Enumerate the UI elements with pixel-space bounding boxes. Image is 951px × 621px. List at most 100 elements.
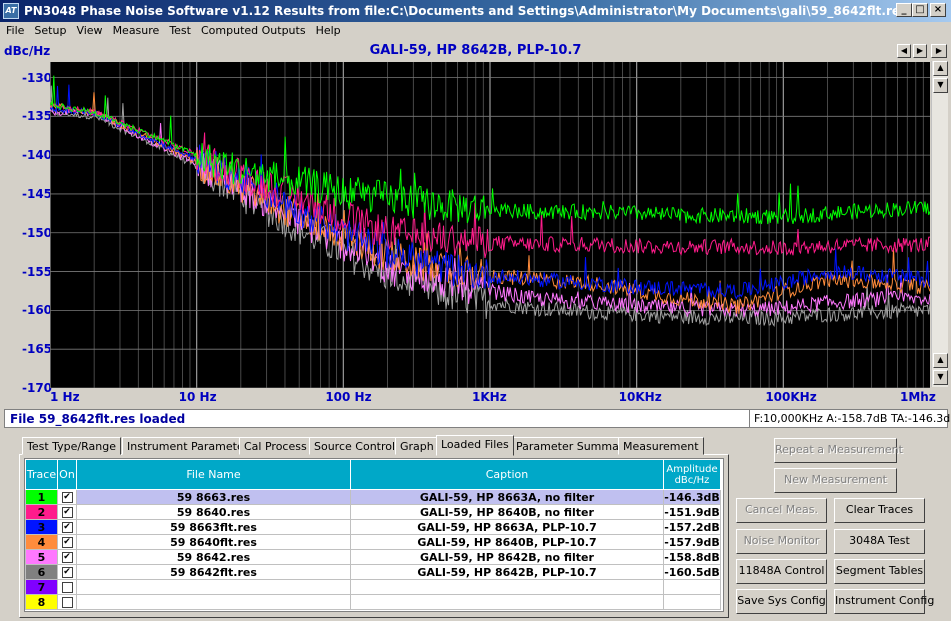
tab-loaded-files[interactable]: Loaded Files bbox=[436, 435, 514, 456]
table-row[interactable]: 2 ✔ 59 8640.res GALI-59, HP 8640B, no filte… bbox=[25, 504, 721, 520]
trace-on-checkbox[interactable]: ✔ bbox=[61, 507, 73, 518]
menu-measure[interactable]: Measure bbox=[112, 24, 160, 37]
col-header-file-name: File Name bbox=[76, 459, 351, 490]
menu-bar: File Setup View Measure Test Computed Outputs… bbox=[0, 22, 951, 41]
file-name-cell: 59 8642.res bbox=[76, 549, 351, 565]
table-row[interactable]: 6 ✔ 59 8642flt.res GALI-59, HP 8642B, PLP-1… bbox=[25, 564, 721, 580]
trace-on-checkbox[interactable] bbox=[61, 582, 73, 593]
table-header-row: Trace On File Name Caption Amplitude dBc… bbox=[25, 459, 721, 490]
trace-on-checkbox[interactable]: ✔ bbox=[61, 522, 73, 533]
phase-noise-plot[interactable] bbox=[49, 62, 931, 389]
col-header-on: On bbox=[57, 459, 77, 490]
tab-cal-process[interactable]: Cal Process bbox=[239, 437, 312, 455]
cancel-measurement-button[interactable]: Cancel Meas. bbox=[736, 498, 827, 523]
trace-on-checkbox[interactable]: ✔ bbox=[61, 537, 73, 548]
y-tick-label: -140 bbox=[22, 148, 53, 163]
tab-source-control[interactable]: Source Control bbox=[309, 437, 401, 455]
file-name-cell: 59 8640flt.res bbox=[76, 534, 351, 550]
y-tick-label: -135 bbox=[22, 109, 53, 124]
minimize-button[interactable]: _ bbox=[896, 3, 912, 17]
amplitude-cell bbox=[663, 579, 721, 595]
scroll-left-icon[interactable]: ◀ bbox=[897, 44, 911, 58]
trace-on-cell: ✔ bbox=[57, 489, 77, 505]
phase-noise-chart bbox=[49, 62, 931, 389]
table-row[interactable]: 3 ✔ 59 8663flt.res GALI-59, HP 8663A, PLP-1… bbox=[25, 519, 721, 535]
tab-test-type-range[interactable]: Test Type/Range bbox=[22, 437, 121, 455]
trace-on-cell: ✔ bbox=[57, 504, 77, 520]
table-row[interactable]: 1 ✔ 59 8663.res GALI-59, HP 8663A, no filte… bbox=[25, 489, 721, 505]
trace-number-cell: 5 bbox=[25, 549, 58, 565]
scroll-up-bottom-icon[interactable]: ▲ bbox=[933, 353, 948, 368]
menu-setup[interactable]: Setup bbox=[34, 24, 67, 37]
trace-on-cell bbox=[57, 594, 77, 610]
col-header-trace: Trace bbox=[25, 459, 58, 490]
scroll-down-top-icon[interactable]: ▼ bbox=[933, 78, 948, 93]
caption-cell: GALI-59, HP 8663A, no filter bbox=[350, 489, 664, 505]
save-sys-config-button[interactable]: Save Sys Config bbox=[736, 589, 827, 614]
amplitude-cell: -146.3dB bbox=[663, 489, 721, 505]
scroll-up-top-icon[interactable]: ▲ bbox=[933, 61, 948, 76]
plot-vertical-scrollbar[interactable]: ▲ ▼ ▲ ▼ bbox=[931, 61, 948, 387]
11848a-control-button[interactable]: 11848A Control bbox=[736, 559, 827, 584]
loaded-files-table: Trace On File Name Caption Amplitude dBc… bbox=[25, 459, 721, 610]
trace-on-cell bbox=[57, 579, 77, 595]
trace-on-checkbox[interactable]: ✔ bbox=[61, 567, 73, 578]
x-tick-label: 10KHz bbox=[618, 390, 662, 404]
x-tick-label: 100KHz bbox=[765, 390, 817, 404]
caption-cell bbox=[350, 594, 664, 610]
trace-on-cell: ✔ bbox=[57, 519, 77, 535]
menu-file[interactable]: File bbox=[6, 24, 25, 37]
repeat-measurement-button[interactable]: Repeat a Measurement bbox=[774, 438, 903, 463]
caption-cell: GALI-59, HP 8663A, PLP-10.7 bbox=[350, 519, 664, 535]
trace-on-cell: ✔ bbox=[57, 534, 77, 550]
caption-cell bbox=[350, 579, 664, 595]
y-tick-label: -160 bbox=[22, 303, 53, 318]
tab-measurement[interactable]: Measurement bbox=[618, 437, 704, 455]
caption-cell: GALI-59, HP 8642B, no filter bbox=[350, 549, 664, 565]
clear-traces-button[interactable]: Clear Traces bbox=[834, 498, 925, 523]
loaded-files-grid: Trace On File Name Caption Amplitude dBc… bbox=[24, 458, 724, 612]
tab-instrument-parameters[interactable]: Instrument Parameters bbox=[122, 437, 259, 455]
file-name-cell bbox=[76, 594, 351, 610]
trace-on-checkbox[interactable]: ✔ bbox=[61, 552, 73, 563]
y-axis-unit-label: dBc/Hz bbox=[4, 44, 51, 58]
caption-cell: GALI-59, HP 8642B, PLP-10.7 bbox=[350, 564, 664, 580]
y-tick-label: -150 bbox=[22, 225, 53, 240]
segment-tables-button[interactable]: Segment Tables bbox=[834, 559, 925, 584]
y-tick-label: -145 bbox=[22, 186, 53, 201]
amplitude-cell: -157.9dB bbox=[663, 534, 721, 550]
menu-help[interactable]: Help bbox=[315, 24, 341, 37]
x-tick-label: 100 Hz bbox=[325, 390, 372, 404]
menu-computed-outputs[interactable]: Computed Outputs bbox=[200, 24, 306, 37]
scroll-right-icon[interactable]: ▶ bbox=[913, 44, 927, 58]
maximize-button[interactable]: □ bbox=[912, 3, 928, 17]
table-row[interactable]: 4 ✔ 59 8640flt.res GALI-59, HP 8640B, PLP-1… bbox=[25, 534, 721, 550]
menu-view[interactable]: View bbox=[76, 24, 103, 37]
trace-on-cell: ✔ bbox=[57, 564, 77, 580]
app-icon: AT bbox=[3, 3, 19, 19]
instrument-config-button[interactable]: Instrument Config bbox=[834, 589, 934, 614]
scroll-down-bottom-icon[interactable]: ▼ bbox=[933, 370, 948, 385]
table-row[interactable]: 5 ✔ 59 8642.res GALI-59, HP 8642B, no filte… bbox=[25, 549, 721, 565]
menu-test[interactable]: Test bbox=[169, 24, 191, 37]
trace-number-cell: 7 bbox=[25, 579, 58, 595]
close-button[interactable]: × bbox=[930, 3, 946, 17]
plot-title: GALI-59, HP 8642B, PLP-10.7 bbox=[369, 43, 582, 58]
trace-number-cell: 3 bbox=[25, 519, 58, 535]
tab-parameter-summary[interactable]: Parameter Summary bbox=[511, 437, 635, 455]
3048a-test-button[interactable]: 3048A Test bbox=[834, 529, 925, 554]
table-row[interactable]: 8 bbox=[25, 594, 721, 610]
trace-on-checkbox[interactable] bbox=[61, 597, 73, 608]
tab-graph[interactable]: Graph bbox=[395, 437, 439, 455]
plot-menu-icon[interactable]: ▶ bbox=[931, 44, 947, 58]
table-row[interactable]: 7 bbox=[25, 579, 721, 595]
x-tick-label: 1KHz bbox=[472, 390, 507, 404]
y-tick-label: -165 bbox=[22, 342, 53, 357]
series-line-trace-1 bbox=[49, 75, 931, 225]
trace-number-cell: 6 bbox=[25, 564, 58, 580]
file-name-cell: 59 8642flt.res bbox=[76, 564, 351, 580]
trace-on-checkbox[interactable]: ✔ bbox=[61, 492, 73, 503]
noise-monitor-button[interactable]: Noise Monitor bbox=[736, 529, 827, 554]
x-tick-label: 1Mhz bbox=[900, 390, 936, 404]
new-measurement-button[interactable]: New Measurement bbox=[774, 468, 897, 493]
